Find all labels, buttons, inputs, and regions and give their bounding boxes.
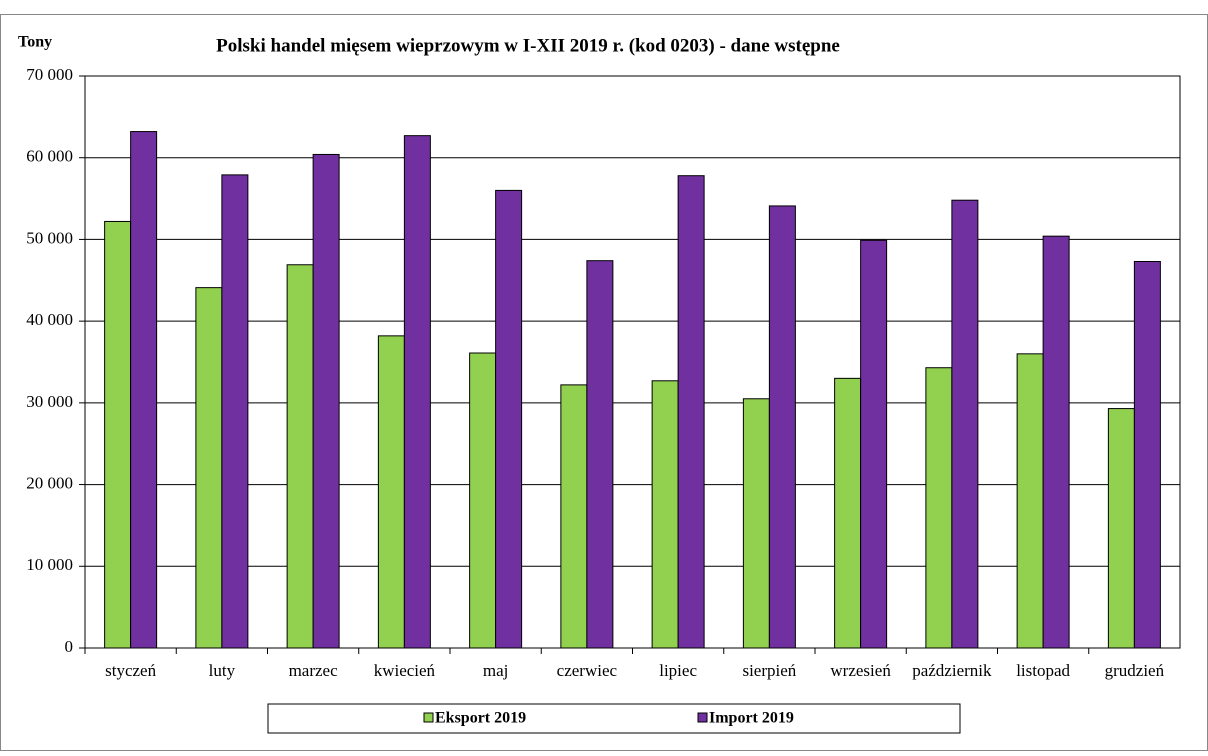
x-tick-label: czerwiec xyxy=(557,661,618,680)
bar xyxy=(104,220,132,649)
bar xyxy=(195,287,223,649)
bar xyxy=(377,335,405,649)
bar xyxy=(768,205,796,649)
bar xyxy=(1042,235,1070,649)
bar xyxy=(312,153,340,649)
x-tick-label: luty xyxy=(209,661,236,680)
bar xyxy=(560,384,588,649)
bar xyxy=(130,131,158,649)
x-tick-label: grudzień xyxy=(1105,661,1165,680)
x-tick-label: lipiec xyxy=(659,661,697,680)
bar xyxy=(677,175,705,649)
x-tick-label: listopad xyxy=(1016,661,1070,680)
bar xyxy=(651,380,679,649)
bar xyxy=(1133,260,1161,649)
x-tick-label: sierpień xyxy=(742,661,796,680)
bar xyxy=(1016,353,1044,649)
y-axis-label: Tony xyxy=(18,34,52,51)
bar xyxy=(742,398,770,649)
bar xyxy=(1107,408,1135,649)
y-tick-label: 20 000 xyxy=(26,473,73,492)
plot-area xyxy=(84,75,1181,649)
bar xyxy=(860,239,888,649)
bar xyxy=(221,174,249,649)
legend-label: Import 2019 xyxy=(709,710,794,727)
x-tick-label: kwiecień xyxy=(374,661,436,680)
y-tick-label: 70 000 xyxy=(26,65,73,84)
chart-title: Polski handel mięsem wieprzowym w I-XII … xyxy=(216,35,840,56)
bar xyxy=(951,199,979,649)
legend-swatch xyxy=(423,712,434,723)
legend-label: Eksport 2019 xyxy=(435,710,526,727)
x-tick-label: wrzesień xyxy=(830,661,891,680)
x-tick-label: styczeń xyxy=(105,661,156,680)
y-tick-label: 40 000 xyxy=(26,310,73,329)
y-tick-label: 60 000 xyxy=(26,147,73,166)
bar xyxy=(586,260,614,649)
bar xyxy=(834,377,862,649)
bar xyxy=(286,264,314,649)
x-tick-label: marzec xyxy=(289,661,339,680)
x-tick-label: październik xyxy=(912,661,992,680)
legend-box xyxy=(267,703,961,734)
bar xyxy=(495,189,523,649)
bar xyxy=(403,135,431,649)
x-tick-label: maj xyxy=(483,661,509,680)
legend-swatch xyxy=(697,712,708,723)
y-tick-label: 10 000 xyxy=(26,555,73,574)
y-tick-label: 30 000 xyxy=(26,392,73,411)
bar xyxy=(469,352,497,649)
y-tick-label: 0 xyxy=(65,637,74,656)
bar xyxy=(925,367,953,649)
y-tick-label: 50 000 xyxy=(26,228,73,247)
